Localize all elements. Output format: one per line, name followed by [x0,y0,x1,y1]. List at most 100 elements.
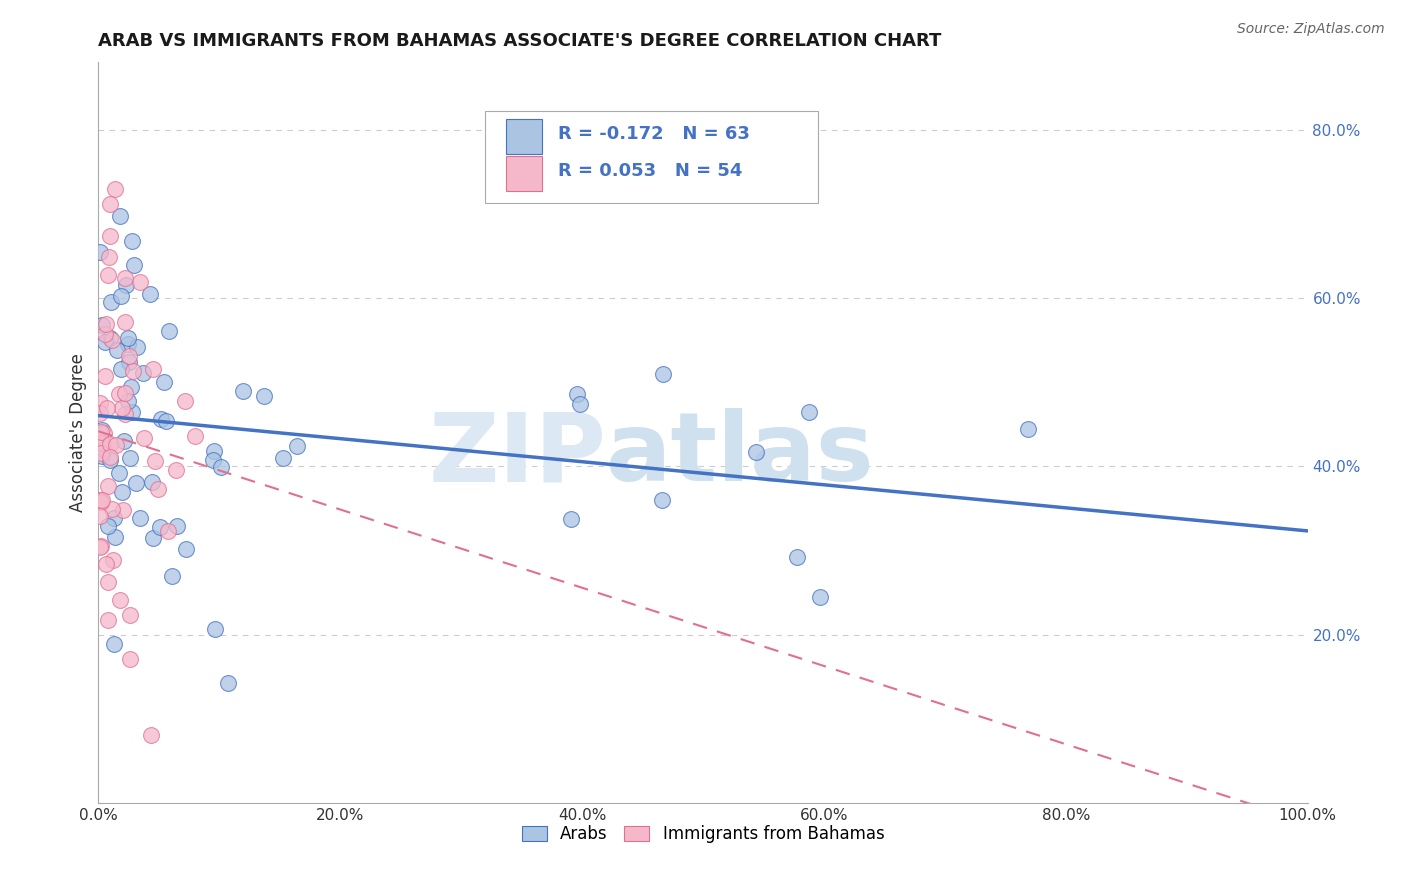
Point [91,492,114,507]
Point [560,512,582,526]
Point [165,462,187,476]
Point [94,317,117,331]
Point [100,294,122,309]
Point [145,454,167,468]
Text: Source: ZipAtlas.com: Source: ZipAtlas.com [1237,22,1385,37]
Point [89,541,111,555]
Point [94,326,117,341]
Point [565,387,588,401]
Point [89,245,111,260]
Point [89,406,111,420]
Point [651,493,673,508]
Point [90,446,112,460]
Point [808,590,831,604]
Point [118,450,141,465]
Point [569,397,592,411]
Point [100,197,122,211]
Point [118,652,141,666]
Point [166,518,188,533]
Point [1017,422,1039,436]
Point [110,288,132,302]
Point [120,380,142,394]
Point [98,250,121,264]
FancyBboxPatch shape [506,156,543,191]
Point [110,209,132,223]
Point [797,405,820,419]
Point [204,623,226,637]
Point [146,482,169,496]
Point [232,384,254,398]
Point [176,542,198,557]
Point [125,340,148,354]
Point [108,466,131,480]
Point [94,557,117,571]
Point [287,439,309,453]
Point [90,436,112,450]
Point [121,404,143,418]
Point [98,450,121,465]
Point [204,444,226,458]
Point [110,592,132,607]
Point [114,407,136,421]
Point [114,315,136,329]
Point [91,318,114,332]
Point [103,511,125,525]
FancyBboxPatch shape [485,111,818,203]
Point [152,376,174,390]
Point [209,459,232,474]
Point [110,361,132,376]
Point [117,393,139,408]
Point [104,530,127,544]
Point [132,431,155,445]
Point [98,228,121,243]
Point [98,453,121,467]
Point [104,182,127,196]
Point [96,401,118,415]
Point [89,396,111,410]
FancyBboxPatch shape [506,119,543,154]
Point [157,324,180,338]
Text: atlas: atlas [606,409,875,501]
Point [217,675,239,690]
Point [156,524,179,538]
Point [122,364,145,378]
Y-axis label: Associate's Degree: Associate's Degree [69,353,87,512]
Point [114,270,136,285]
Point [173,393,195,408]
Point [97,519,120,533]
Point [128,511,150,525]
Point [142,531,165,545]
Point [149,412,172,426]
Point [184,429,207,443]
Point [107,387,129,401]
Point [132,366,155,380]
Point [101,553,124,567]
Point [149,519,172,533]
Point [201,452,224,467]
Point [141,475,163,490]
Point [652,367,675,381]
Point [97,479,120,493]
Point [93,425,115,440]
Point [129,275,152,289]
Point [105,438,128,452]
Point [786,549,808,564]
Point [118,607,141,622]
Point [97,268,120,283]
Text: R = 0.053   N = 54: R = 0.053 N = 54 [558,162,742,180]
Point [125,476,148,491]
Point [115,277,138,292]
Point [103,637,125,651]
Point [111,401,134,415]
Point [98,437,121,451]
Text: ARAB VS IMMIGRANTS FROM BAHAMAS ASSOCIATE'S DEGREE CORRELATION CHART: ARAB VS IMMIGRANTS FROM BAHAMAS ASSOCIAT… [98,32,942,50]
Point [97,575,120,590]
Point [139,286,162,301]
Text: ZIP: ZIP [429,409,606,501]
Point [89,493,111,508]
Point [90,449,112,463]
Point [97,613,120,627]
Point [122,258,145,272]
Point [110,484,132,499]
Point [114,385,136,400]
